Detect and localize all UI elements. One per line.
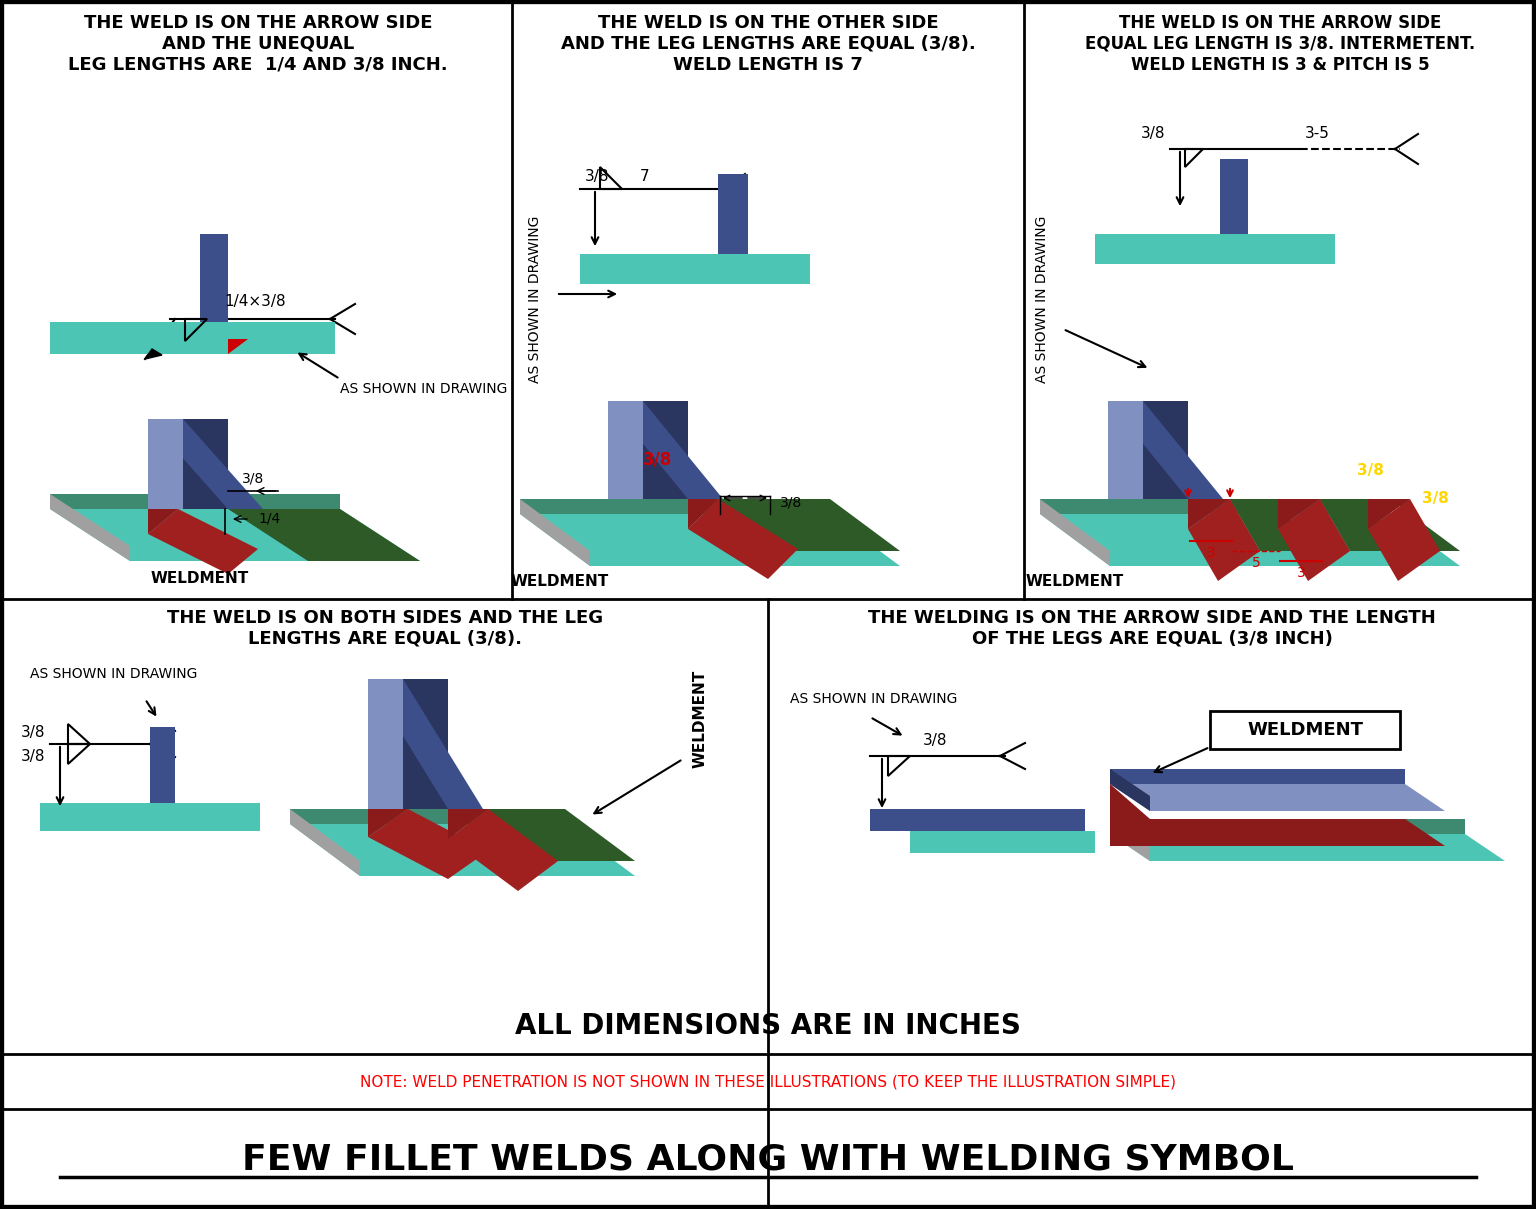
Polygon shape	[608, 401, 723, 499]
Polygon shape	[147, 420, 263, 509]
Polygon shape	[290, 825, 634, 877]
Polygon shape	[688, 499, 717, 530]
Text: 3/8: 3/8	[1141, 126, 1164, 141]
FancyBboxPatch shape	[1210, 711, 1399, 750]
FancyBboxPatch shape	[717, 174, 748, 268]
Polygon shape	[608, 401, 644, 499]
Polygon shape	[147, 509, 258, 574]
Text: WELDMENT: WELDMENT	[511, 574, 610, 589]
Polygon shape	[1369, 499, 1441, 582]
Text: 3/8: 3/8	[585, 169, 610, 184]
Polygon shape	[521, 499, 829, 514]
Polygon shape	[369, 679, 482, 809]
Polygon shape	[227, 509, 419, 561]
FancyBboxPatch shape	[1095, 235, 1335, 264]
Text: 3/8: 3/8	[20, 724, 45, 740]
Text: 3-5: 3-5	[1306, 126, 1330, 141]
Polygon shape	[688, 499, 799, 579]
Polygon shape	[227, 339, 247, 354]
Polygon shape	[51, 494, 339, 509]
Polygon shape	[1040, 499, 1390, 514]
Polygon shape	[449, 809, 558, 891]
Text: THE WELD IS ON THE OTHER SIDE
AND THE LEG LENGTHS ARE EQUAL (3/8).
WELD LENGTH I: THE WELD IS ON THE OTHER SIDE AND THE LE…	[561, 15, 975, 74]
Text: THE WELD IS ON THE ARROW SIDE
AND THE UNEQUAL
LEG LENGTHS ARE  1/4 AND 3/8 INCH.: THE WELD IS ON THE ARROW SIDE AND THE UN…	[68, 15, 449, 74]
Polygon shape	[1107, 401, 1187, 499]
Polygon shape	[1278, 499, 1350, 582]
Polygon shape	[147, 509, 178, 534]
Polygon shape	[369, 809, 409, 837]
Polygon shape	[1111, 769, 1405, 783]
Polygon shape	[147, 420, 183, 509]
Text: WELDMENT: WELDMENT	[151, 571, 249, 586]
FancyBboxPatch shape	[40, 803, 260, 831]
Polygon shape	[147, 420, 227, 509]
Polygon shape	[144, 349, 161, 359]
Text: ALL DIMENSIONS ARE IN INCHES: ALL DIMENSIONS ARE IN INCHES	[515, 1012, 1021, 1040]
Polygon shape	[521, 514, 900, 566]
Polygon shape	[1230, 499, 1309, 551]
Text: 7: 7	[641, 169, 650, 184]
Polygon shape	[51, 494, 131, 561]
Text: AS SHOWN IN DRAWING: AS SHOWN IN DRAWING	[339, 382, 507, 397]
Polygon shape	[1278, 499, 1319, 530]
FancyBboxPatch shape	[909, 831, 1095, 854]
FancyBboxPatch shape	[1220, 160, 1247, 249]
FancyBboxPatch shape	[581, 254, 809, 284]
Polygon shape	[688, 499, 900, 551]
Text: 3/8: 3/8	[1421, 492, 1448, 507]
Polygon shape	[1107, 401, 1223, 499]
FancyBboxPatch shape	[151, 727, 175, 818]
FancyBboxPatch shape	[51, 322, 335, 354]
Polygon shape	[1111, 818, 1445, 846]
Polygon shape	[369, 679, 402, 809]
Polygon shape	[1187, 499, 1230, 530]
Polygon shape	[1111, 783, 1150, 818]
Polygon shape	[1359, 499, 1461, 551]
FancyBboxPatch shape	[200, 235, 227, 339]
Polygon shape	[449, 809, 488, 839]
Text: THE WELD IS ON THE ARROW SIDE
EQUAL LEG LENGTH IS 3/8. INTERMETENT.
WELD LENGTH : THE WELD IS ON THE ARROW SIDE EQUAL LEG …	[1084, 15, 1475, 74]
Text: 3/8: 3/8	[780, 496, 802, 510]
Polygon shape	[369, 809, 488, 879]
Polygon shape	[1040, 499, 1111, 566]
Polygon shape	[369, 679, 449, 809]
Text: AS SHOWN IN DRAWING: AS SHOWN IN DRAWING	[1035, 215, 1049, 383]
Polygon shape	[290, 809, 359, 877]
Polygon shape	[1187, 499, 1260, 582]
Polygon shape	[608, 401, 688, 499]
Text: 3: 3	[1296, 566, 1306, 580]
Text: NOTE: WELD PENETRATION IS NOT SHOWN IN THESE ILLUSTRATIONS (TO KEEP THE ILLUSTRA: NOTE: WELD PENETRATION IS NOT SHOWN IN T…	[359, 1075, 1177, 1089]
Text: 1/4: 1/4	[258, 511, 280, 526]
Text: 3/8: 3/8	[1356, 463, 1384, 479]
Polygon shape	[1111, 769, 1150, 811]
Text: AS SHOWN IN DRAWING: AS SHOWN IN DRAWING	[790, 692, 957, 706]
Text: THE WELDING IS ON THE ARROW SIDE AND THE LENGTH
OF THE LEGS ARE EQUAL (3/8 INCH): THE WELDING IS ON THE ARROW SIDE AND THE…	[868, 609, 1436, 648]
Text: AS SHOWN IN DRAWING: AS SHOWN IN DRAWING	[528, 215, 542, 383]
Polygon shape	[1111, 783, 1445, 811]
Text: 3/8: 3/8	[241, 472, 264, 486]
Text: WELDMENT: WELDMENT	[1026, 574, 1124, 589]
Text: WELDMENT: WELDMENT	[693, 670, 708, 768]
Polygon shape	[521, 499, 590, 566]
Polygon shape	[51, 509, 419, 561]
Text: 3/8: 3/8	[20, 748, 45, 764]
Text: 3: 3	[1207, 546, 1215, 560]
Polygon shape	[1319, 499, 1398, 551]
Polygon shape	[1107, 401, 1143, 499]
Polygon shape	[290, 809, 565, 825]
Text: AS SHOWN IN DRAWING: AS SHOWN IN DRAWING	[31, 667, 197, 681]
Polygon shape	[449, 809, 634, 861]
Polygon shape	[1111, 818, 1150, 861]
Polygon shape	[1111, 834, 1505, 861]
Polygon shape	[1040, 514, 1461, 566]
Text: 5: 5	[1252, 556, 1261, 569]
Text: THE WELD IS ON BOTH SIDES AND THE LEG
LENGTHS ARE EQUAL (3/8).: THE WELD IS ON BOTH SIDES AND THE LEG LE…	[167, 609, 604, 648]
Text: FEW FILLET WELDS ALONG WITH WELDING SYMBOL: FEW FILLET WELDS ALONG WITH WELDING SYMB…	[243, 1143, 1293, 1176]
Text: WELDMENT: WELDMENT	[1247, 721, 1362, 739]
Polygon shape	[1369, 499, 1410, 530]
Text: 1/4×3/8: 1/4×3/8	[224, 294, 286, 310]
Text: 3/8: 3/8	[644, 450, 673, 468]
Text: 3/8: 3/8	[923, 733, 948, 748]
FancyBboxPatch shape	[869, 809, 1084, 831]
